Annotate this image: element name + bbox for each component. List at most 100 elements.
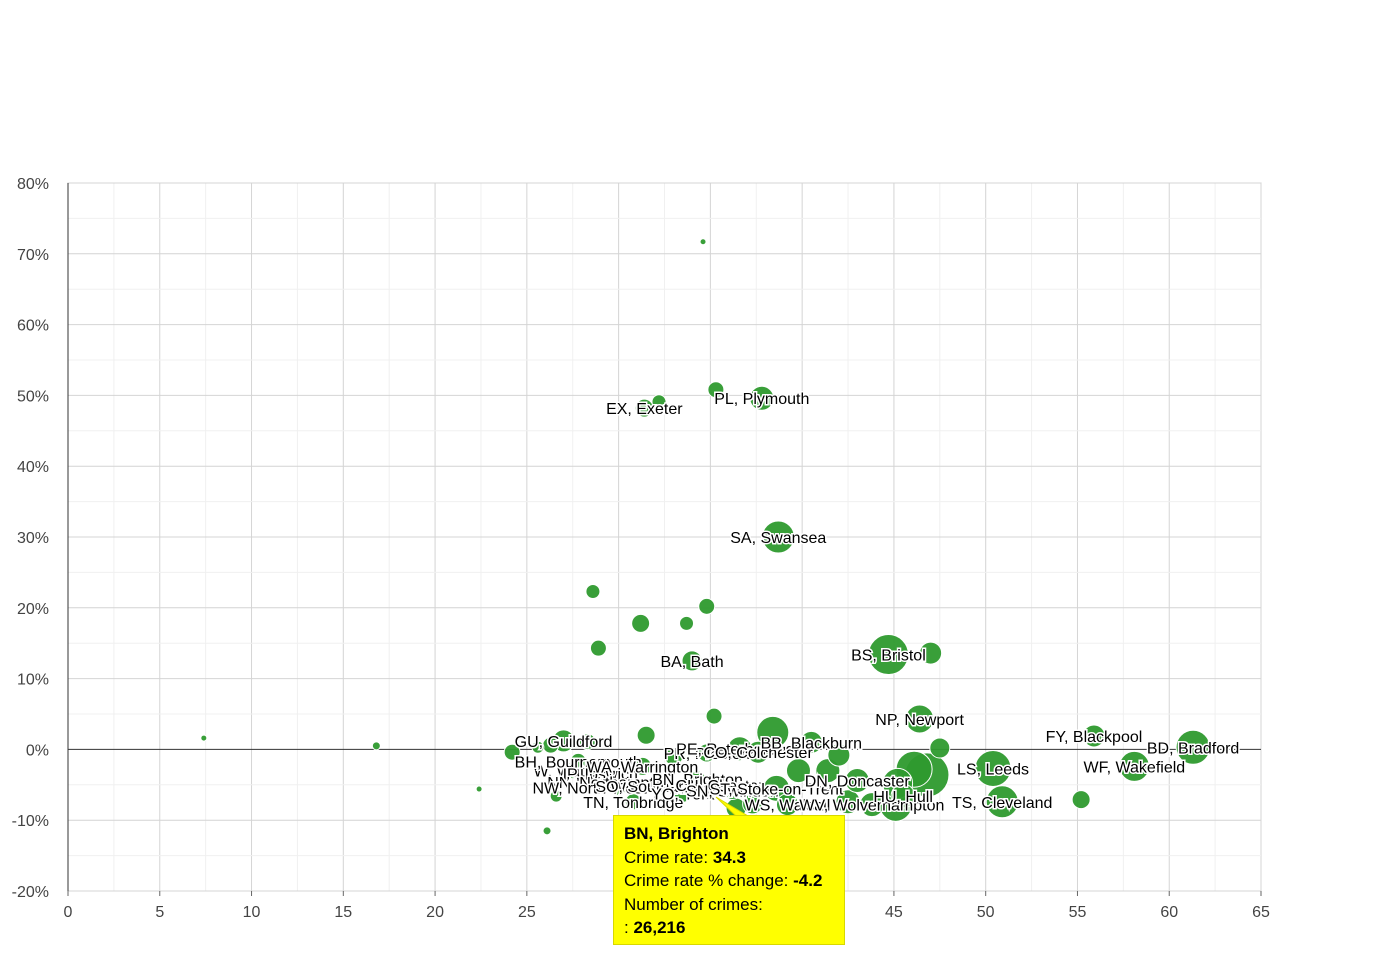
bubble-point[interactable]: [585, 584, 601, 600]
y-tick-label: -10%: [12, 813, 49, 830]
bubble-point[interactable]: [689, 770, 707, 788]
bubble-point[interactable]: [475, 785, 483, 793]
bubble-point[interactable]: [578, 733, 596, 751]
bubble-point[interactable]: [697, 743, 717, 763]
x-tick-label: 20: [426, 904, 444, 921]
bubble-point[interactable]: [503, 743, 521, 761]
bubble-point[interactable]: [867, 634, 909, 676]
bubble-point[interactable]: [624, 793, 642, 811]
bubble-point[interactable]: [200, 734, 208, 742]
bubble-point[interactable]: [589, 639, 607, 657]
bubble-label: SN, Swindon: [686, 783, 779, 800]
bubble-point[interactable]: [974, 750, 1012, 788]
bubble-point[interactable]: [985, 785, 1019, 819]
bubble-label: BD, Bradford: [1147, 740, 1239, 757]
bubble-point[interactable]: [756, 715, 790, 749]
bubble-point[interactable]: [1175, 729, 1211, 765]
y-tick-label: 20%: [17, 601, 49, 618]
x-tick-label: 60: [1160, 904, 1178, 921]
bubble-point[interactable]: [785, 758, 811, 784]
bubble-point[interactable]: [859, 792, 885, 818]
tooltip-change-row: Crime rate % change: -4.2: [624, 869, 834, 893]
bubble-point[interactable]: [844, 768, 870, 794]
x-tick-label: 5: [155, 904, 164, 921]
bubble-point[interactable]: [631, 613, 651, 633]
bubble-point[interactable]: [673, 783, 693, 803]
bubble-point[interactable]: [919, 641, 943, 665]
y-tick-label: -20%: [12, 884, 49, 901]
tooltip-crimes-prefix: :: [624, 918, 629, 937]
bubble-point[interactable]: [531, 740, 545, 754]
bubble-point[interactable]: [799, 730, 823, 754]
bubble-label: WF, Wakefield: [1084, 759, 1186, 776]
tooltip-change-value: -4.2: [793, 871, 823, 890]
tooltip-title: BN, Brighton: [624, 824, 729, 843]
x-tick-label: 50: [977, 904, 995, 921]
bubble-point[interactable]: [610, 779, 628, 797]
y-tick-label: 30%: [17, 530, 49, 547]
bubble-point[interactable]: [742, 793, 764, 815]
bubble-label: CO, Colchester: [703, 745, 813, 762]
bubble-label: LS, Leeds: [957, 762, 1029, 779]
axes: 0 5 10 15 20 25 45 50 55 60 65 -20% -10% 0% 10% 20% 30% 4…: [12, 176, 1270, 921]
x-tick-label: 25: [518, 904, 536, 921]
bubble-point[interactable]: [699, 238, 707, 246]
bubble-point[interactable]: [746, 740, 770, 764]
bubble-label: WS, Walsall: [745, 798, 831, 815]
x-tick-label: 65: [1252, 904, 1270, 921]
bubble-point[interactable]: [698, 597, 716, 615]
bubble-label: SO, Southampton: [595, 779, 722, 796]
y-tick-label: 40%: [17, 459, 49, 476]
y-tick-label: 60%: [17, 318, 49, 335]
bubble-point[interactable]: [651, 394, 667, 410]
y-tick-label: 70%: [17, 247, 49, 264]
y-tick-label: 10%: [17, 672, 49, 689]
bubble-label: BA, Bath: [660, 654, 723, 671]
bubble-point[interactable]: [632, 756, 652, 776]
bubble-point[interactable]: [1071, 790, 1091, 810]
bubble-label: BH, Bournemouth: [515, 754, 642, 771]
bubble-label: ST, Stoke-on-Trent: [710, 781, 844, 798]
bubble-label: BS, Bristol: [851, 648, 926, 665]
bubble-label: NW, North West London: [532, 781, 704, 798]
y-tick-label: 0%: [26, 742, 49, 759]
bubble-point[interactable]: [681, 650, 703, 672]
tooltip: BN, Brighton Crime rate: 34.3 Crime rate…: [613, 815, 845, 945]
bubble-point[interactable]: [549, 789, 563, 803]
bubble-point[interactable]: [722, 780, 742, 800]
bubble-point[interactable]: [664, 746, 684, 766]
bubble-point[interactable]: [649, 776, 669, 796]
bubble-label: PE, Peterborough: [676, 742, 803, 759]
bubble-point[interactable]: [636, 725, 656, 745]
bubble-point[interactable]: [707, 381, 725, 399]
bubble-label: GU, Guildford: [515, 734, 613, 751]
bubble-point[interactable]: [1082, 724, 1106, 748]
x-tick-label: 15: [334, 904, 352, 921]
bubble-point[interactable]: [679, 615, 695, 631]
bubble-label: TN, Tonbridge: [583, 795, 683, 812]
bubble-point[interactable]: [705, 707, 723, 725]
bubble-point[interactable]: [371, 741, 381, 751]
y-tick-label: 50%: [17, 388, 49, 405]
bubble-label: HU, Hull: [873, 789, 933, 806]
bubble-point[interactable]: [929, 737, 951, 759]
bubble-label: BB, Blackburn: [761, 735, 862, 752]
tooltip-change-label: Crime rate % change:: [624, 871, 789, 890]
bubble-label: DN, Doncaster: [805, 774, 911, 791]
bubble-point[interactable]: [634, 398, 654, 418]
bubble-label: PL, Plymouth: [714, 391, 809, 408]
bubble-point[interactable]: [542, 826, 552, 836]
grid: [67, 182, 1262, 892]
bubble-point[interactable]: [761, 520, 795, 554]
bubble-point[interactable]: [1118, 750, 1150, 782]
bubble-point[interactable]: [827, 743, 851, 767]
bubble-point[interactable]: [749, 385, 775, 411]
bubble-point[interactable]: [905, 704, 935, 734]
bubble-label: NP, Newport: [875, 712, 964, 729]
bubble-label: TS, Cleveland: [952, 795, 1053, 812]
bubble-label: CH, Chester: [676, 778, 765, 795]
bubble-point[interactable]: [890, 783, 916, 809]
bubble-point[interactable]: [569, 752, 587, 770]
x-tick-label: 55: [1069, 904, 1087, 921]
